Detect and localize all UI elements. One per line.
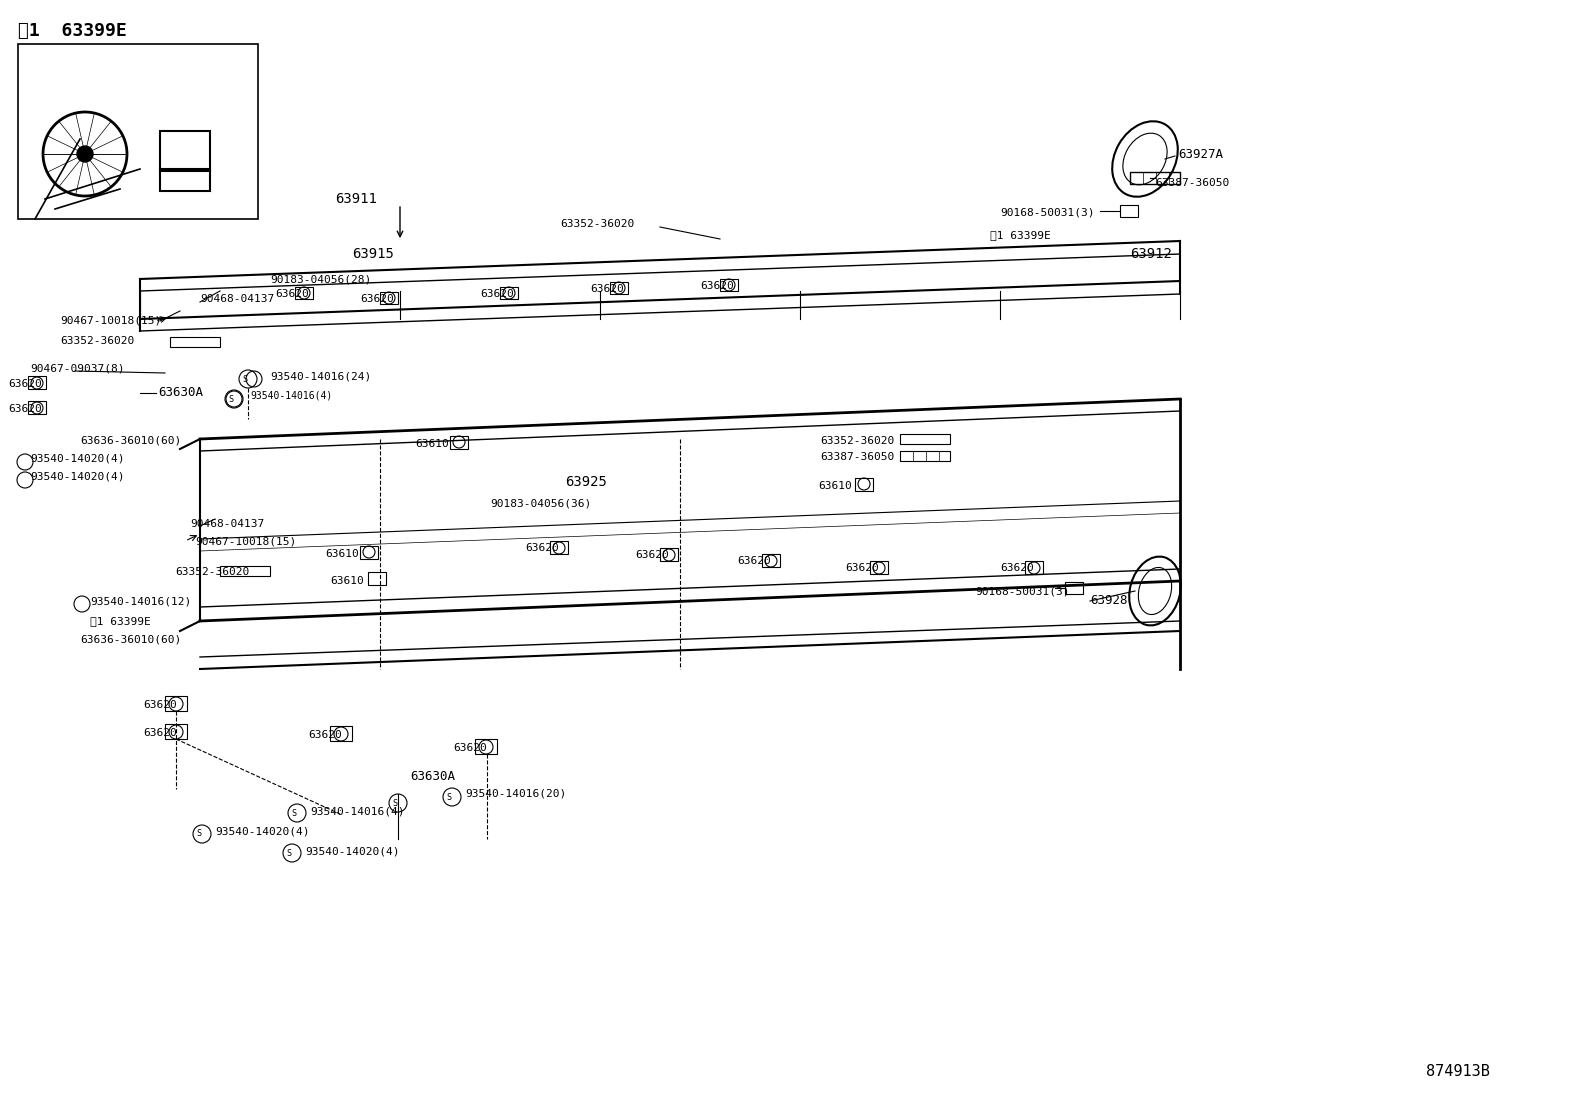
Text: 63620: 63620 xyxy=(591,284,624,295)
Text: 90183-04056(36): 90183-04056(36) xyxy=(490,499,591,509)
Bar xyxy=(360,546,377,559)
Bar xyxy=(1065,582,1083,593)
Text: 63610: 63610 xyxy=(416,439,449,449)
Bar xyxy=(18,44,258,219)
Bar xyxy=(330,726,352,741)
Text: 93540-14020(4): 93540-14020(4) xyxy=(30,454,124,464)
Bar xyxy=(763,554,780,567)
Bar xyxy=(610,282,627,295)
Bar xyxy=(166,724,186,739)
Text: S: S xyxy=(393,799,398,808)
Text: S: S xyxy=(446,792,452,801)
Text: 63620: 63620 xyxy=(8,404,41,414)
Text: 90183-04056(28): 90183-04056(28) xyxy=(271,274,371,284)
Text: 90468-04137: 90468-04137 xyxy=(201,295,274,304)
Text: 93540-14020(4): 93540-14020(4) xyxy=(30,471,124,482)
Bar xyxy=(549,541,568,554)
Text: 63630A: 63630A xyxy=(158,387,204,400)
Bar xyxy=(29,376,46,389)
Circle shape xyxy=(76,146,92,162)
Text: 93540-14016(12): 93540-14016(12) xyxy=(91,597,191,607)
Text: 63636-36010(60): 63636-36010(60) xyxy=(80,436,181,446)
Text: 63620: 63620 xyxy=(525,543,559,553)
Text: 63620: 63620 xyxy=(454,743,487,753)
Bar xyxy=(899,434,950,444)
Text: S: S xyxy=(229,395,234,403)
Text: 63387-36050: 63387-36050 xyxy=(1156,178,1229,188)
Text: 63915: 63915 xyxy=(352,247,393,260)
Text: 874913B: 874913B xyxy=(1426,1064,1490,1078)
Bar xyxy=(661,548,678,560)
Text: 90467-09037(8): 90467-09037(8) xyxy=(30,364,124,374)
Text: S: S xyxy=(196,830,202,839)
Text: 63927A: 63927A xyxy=(1178,148,1223,162)
Bar xyxy=(161,169,210,191)
Text: 93540-14016(24): 93540-14016(24) xyxy=(271,371,371,382)
Text: ※1 63399E: ※1 63399E xyxy=(990,230,1051,240)
Text: 63352-36020: 63352-36020 xyxy=(175,567,250,577)
Text: 63620: 63620 xyxy=(307,730,342,740)
Bar xyxy=(220,566,271,576)
Bar xyxy=(869,560,888,574)
Bar xyxy=(1121,206,1138,217)
Text: 63620: 63620 xyxy=(481,289,514,299)
Text: ※1  63399E: ※1 63399E xyxy=(18,22,127,40)
Text: 90467-10018(15): 90467-10018(15) xyxy=(60,317,161,326)
Text: 93540-14016(4): 93540-14016(4) xyxy=(310,806,404,815)
Text: 63620: 63620 xyxy=(143,700,177,710)
Bar xyxy=(170,337,220,347)
Bar xyxy=(1025,560,1043,574)
Text: 63620: 63620 xyxy=(360,295,393,304)
Bar xyxy=(474,739,497,754)
Text: 63620: 63620 xyxy=(737,556,771,566)
Bar xyxy=(161,131,210,171)
Bar xyxy=(1130,173,1180,184)
Text: S: S xyxy=(242,375,247,384)
Text: 90467-10018(15): 90467-10018(15) xyxy=(194,537,296,547)
Text: 63620: 63620 xyxy=(275,289,309,299)
Text: 93540-14016(20): 93540-14016(20) xyxy=(465,789,567,799)
Text: 63928: 63928 xyxy=(1091,595,1127,608)
Text: 63911: 63911 xyxy=(334,192,377,206)
Text: 93540-14020(4): 93540-14020(4) xyxy=(306,846,400,856)
Bar xyxy=(29,401,46,414)
Text: 93540-14020(4): 93540-14020(4) xyxy=(215,826,309,836)
Text: 63352-36020: 63352-36020 xyxy=(560,219,634,229)
Bar xyxy=(855,478,872,491)
Text: 90168-50031(3): 90168-50031(3) xyxy=(1000,208,1095,218)
Text: 63620: 63620 xyxy=(845,563,879,573)
Text: ※1 63399E: ※1 63399E xyxy=(91,617,151,626)
Text: 93540-14016(4): 93540-14016(4) xyxy=(250,391,333,401)
Text: 63636-36010(60): 63636-36010(60) xyxy=(80,634,181,644)
Text: 63925: 63925 xyxy=(565,475,607,489)
Text: 63620: 63620 xyxy=(635,550,669,560)
Bar xyxy=(500,287,517,299)
Text: 63620: 63620 xyxy=(700,281,734,291)
Text: 63912: 63912 xyxy=(1130,247,1172,260)
Text: 63610: 63610 xyxy=(330,576,363,586)
Text: 63620: 63620 xyxy=(143,728,177,739)
Bar xyxy=(899,451,950,460)
Bar xyxy=(451,436,468,449)
Text: S: S xyxy=(291,809,296,818)
Text: 63620: 63620 xyxy=(8,379,41,389)
Text: 63610: 63610 xyxy=(818,481,852,491)
Bar xyxy=(295,287,314,299)
Text: 63352-36020: 63352-36020 xyxy=(60,336,134,346)
Bar xyxy=(368,571,385,585)
Text: 63620: 63620 xyxy=(1000,563,1033,573)
Text: 63630A: 63630A xyxy=(411,770,455,784)
Text: 63352-36020: 63352-36020 xyxy=(820,436,895,446)
Text: 90168-50031(3): 90168-50031(3) xyxy=(974,586,1070,596)
Bar xyxy=(380,292,398,304)
Text: 63387-36050: 63387-36050 xyxy=(820,452,895,462)
Text: 90468-04137: 90468-04137 xyxy=(189,519,264,529)
Bar xyxy=(166,696,186,711)
Text: S: S xyxy=(287,848,291,857)
Text: 63610: 63610 xyxy=(325,550,358,559)
Bar xyxy=(720,279,739,291)
